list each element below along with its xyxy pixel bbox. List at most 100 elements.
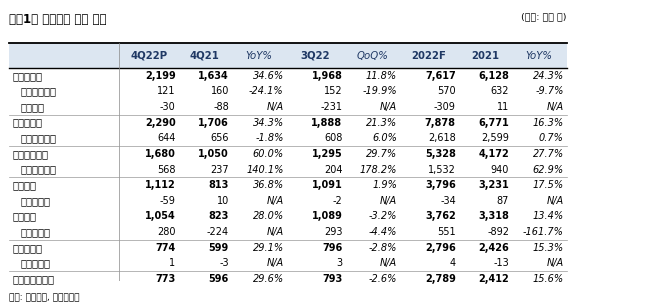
Text: 기타이익: 기타이익: [20, 102, 44, 112]
Text: -30: -30: [159, 102, 176, 112]
Text: 1: 1: [170, 259, 176, 268]
Text: N/A: N/A: [547, 102, 564, 112]
Text: 656: 656: [210, 133, 229, 143]
Text: 773: 773: [155, 274, 176, 284]
Text: (단위: 십억 원): (단위: 십억 원): [521, 13, 567, 21]
Bar: [9, 115, 567, 130]
Bar: [9, 177, 567, 193]
Text: 1,054: 1,054: [145, 211, 176, 221]
Text: 1,706: 1,706: [198, 117, 229, 128]
Text: 570: 570: [437, 86, 456, 96]
Text: -309: -309: [434, 102, 456, 112]
Text: 1,888: 1,888: [311, 117, 342, 128]
Text: 2021: 2021: [471, 50, 499, 61]
Text: -161.7%: -161.7%: [523, 227, 564, 237]
Text: 당기순이익: 당기순이익: [13, 243, 43, 253]
Text: 3,796: 3,796: [425, 180, 456, 190]
Text: 599: 599: [208, 243, 229, 253]
Text: 3,318: 3,318: [478, 211, 509, 221]
Text: 4: 4: [450, 259, 456, 268]
Text: 796: 796: [322, 243, 342, 253]
Bar: [9, 255, 567, 271]
Text: 0.7%: 0.7%: [539, 133, 564, 143]
Text: 15.3%: 15.3%: [533, 243, 564, 253]
Text: 568: 568: [157, 165, 176, 175]
Text: 2,796: 2,796: [425, 243, 456, 253]
Text: 1,050: 1,050: [198, 149, 229, 159]
Text: N/A: N/A: [380, 259, 397, 268]
Bar: [9, 193, 567, 209]
Text: -4.4%: -4.4%: [369, 227, 397, 237]
Bar: [9, 130, 567, 146]
Text: 충전영업이익: 충전영업이익: [13, 149, 49, 159]
Text: 순이자이익: 순이자이익: [13, 71, 43, 81]
Text: 1.9%: 1.9%: [372, 180, 397, 190]
Text: 644: 644: [157, 133, 176, 143]
Text: 1,295: 1,295: [312, 149, 342, 159]
Text: 204: 204: [324, 165, 342, 175]
Text: 1,680: 1,680: [145, 149, 176, 159]
Text: 2,789: 2,789: [425, 274, 456, 284]
Text: 28.0%: 28.0%: [253, 211, 283, 221]
Text: 596: 596: [208, 274, 229, 284]
Bar: [9, 43, 567, 68]
Text: 237: 237: [210, 165, 229, 175]
Bar: [9, 224, 567, 240]
Text: 4,172: 4,172: [478, 149, 509, 159]
Text: 1,112: 1,112: [145, 180, 176, 190]
Text: 280: 280: [157, 227, 176, 237]
Text: N/A: N/A: [267, 102, 283, 112]
Text: 152: 152: [324, 86, 342, 96]
Text: 7,878: 7,878: [425, 117, 456, 128]
Text: -3: -3: [219, 259, 229, 268]
Text: 293: 293: [324, 227, 342, 237]
Text: 비지배지분: 비지배지분: [20, 259, 50, 268]
Text: N/A: N/A: [267, 259, 283, 268]
Text: 21.3%: 21.3%: [366, 117, 397, 128]
Text: -224: -224: [207, 227, 229, 237]
Text: N/A: N/A: [267, 196, 283, 206]
Bar: [9, 68, 567, 83]
Text: 17.5%: 17.5%: [533, 180, 564, 190]
Text: 3,231: 3,231: [478, 180, 509, 190]
Text: 3: 3: [336, 259, 342, 268]
Text: 62.9%: 62.9%: [533, 165, 564, 175]
Text: -892: -892: [487, 227, 509, 237]
Text: 2,412: 2,412: [478, 274, 509, 284]
Text: 1,089: 1,089: [312, 211, 342, 221]
Bar: [9, 240, 567, 255]
Text: 27.7%: 27.7%: [533, 149, 564, 159]
Text: -2.8%: -2.8%: [369, 243, 397, 253]
Text: 10: 10: [216, 196, 229, 206]
Text: 2022F: 2022F: [411, 50, 446, 61]
Text: -59: -59: [159, 196, 176, 206]
Text: 29.6%: 29.6%: [253, 274, 283, 284]
Text: 영업이익: 영업이익: [13, 180, 37, 190]
Text: -24.1%: -24.1%: [249, 86, 283, 96]
Text: 813: 813: [208, 180, 229, 190]
Text: -13: -13: [493, 259, 509, 268]
Text: 3Q22: 3Q22: [301, 50, 330, 61]
Text: 순수수료이익: 순수수료이익: [20, 86, 56, 96]
Text: YoY%: YoY%: [526, 50, 553, 61]
Text: 4Q22P: 4Q22P: [130, 50, 168, 61]
Text: 지배주주순이익: 지배주주순이익: [13, 274, 55, 284]
Text: N/A: N/A: [547, 196, 564, 206]
Bar: [9, 146, 567, 162]
Text: 29.1%: 29.1%: [253, 243, 283, 253]
Text: -231: -231: [320, 102, 342, 112]
Text: 세전이익: 세전이익: [13, 211, 37, 221]
Text: 6.0%: 6.0%: [372, 133, 397, 143]
Text: 5,328: 5,328: [425, 149, 456, 159]
Text: 178.2%: 178.2%: [360, 165, 397, 175]
Text: 1,532: 1,532: [428, 165, 456, 175]
Text: 자료: 기업은행, 현대차증권: 자료: 기업은행, 현대차증권: [9, 294, 80, 302]
Text: 24.3%: 24.3%: [533, 71, 564, 81]
Text: N/A: N/A: [267, 227, 283, 237]
Text: -19.9%: -19.9%: [362, 86, 397, 96]
Text: 6,771: 6,771: [478, 117, 509, 128]
Text: 2,599: 2,599: [481, 133, 509, 143]
Text: YoY%: YoY%: [245, 50, 273, 61]
Text: 총영업이익: 총영업이익: [13, 117, 43, 128]
Text: 34.6%: 34.6%: [253, 71, 283, 81]
